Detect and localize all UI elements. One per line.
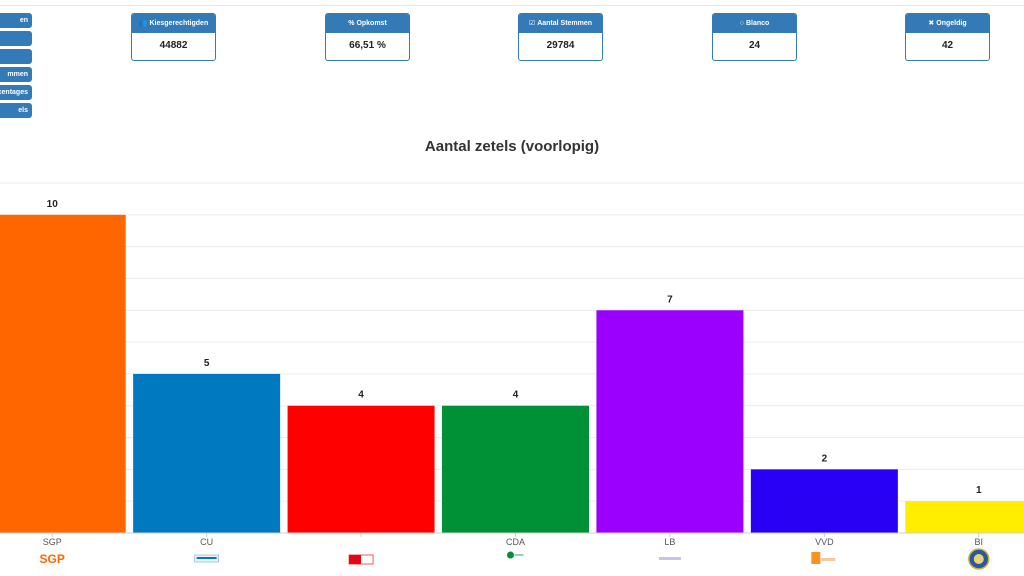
stat-value: 66,51 % xyxy=(349,40,386,51)
data-label: 10 xyxy=(47,199,59,210)
lb-logo xyxy=(658,557,681,560)
vvd-logo-bar xyxy=(821,558,836,561)
percent-icon: % xyxy=(348,20,355,27)
chart-title: Aantal zetels (voorlopig) xyxy=(424,138,600,155)
data-label: 2 xyxy=(822,453,828,464)
data-label: 1 xyxy=(976,485,982,496)
cu-logo xyxy=(194,554,219,563)
data-label: 4 xyxy=(513,390,519,401)
cda-logo-bar xyxy=(514,554,524,556)
vvd-logo-block xyxy=(811,552,821,564)
users-icon: 👥 xyxy=(138,20,148,27)
red-party-logo xyxy=(348,554,374,565)
x-tick-label: SGP xyxy=(43,537,62,547)
data-labels: 10 5 4 4 7 2 1 xyxy=(47,199,982,496)
bar xyxy=(596,310,744,533)
bi-logo xyxy=(968,548,990,570)
stat-panel-blanco: ○ Blanco 24 xyxy=(712,13,797,61)
stat-label: Kiesgerechtigden xyxy=(149,20,209,27)
data-label: 4 xyxy=(358,390,364,401)
bars xyxy=(0,214,1024,533)
side-menu-item-6[interactable]: els xyxy=(0,103,32,118)
x-axis: SGP CU CDA LB VVD BI xyxy=(0,532,1024,547)
stat-label: Blanco xyxy=(745,20,770,27)
stat-label: Opkomst xyxy=(356,20,387,27)
stat-panel-kiesgerechtigden: 👥 Kiesgerechtigden 44882 xyxy=(131,13,216,61)
sgp-logo-text: SGP xyxy=(40,552,65,566)
red-logo-block xyxy=(349,555,362,564)
x-tick-label: CDA xyxy=(506,537,525,547)
x-tick-label: LB xyxy=(664,537,675,547)
stat-header: ✖ Ongeldig xyxy=(906,14,989,33)
bi-logo-center xyxy=(973,554,984,564)
stat-header: ○ Blanco xyxy=(713,14,796,33)
stat-panel-aantal-stemmen: ☑ Aantal Stemmen 29784 xyxy=(518,13,603,61)
side-menu-item-3[interactable] xyxy=(0,49,32,64)
lb-logo-shape xyxy=(658,557,681,560)
stat-header: 👥 Kiesgerechtigden xyxy=(132,14,215,33)
circle-icon: ○ xyxy=(739,20,744,27)
sgp-logo: SGP xyxy=(40,552,65,566)
x-tick-label: VVD xyxy=(815,537,834,547)
side-menu-item-4[interactable]: mmen xyxy=(0,67,32,82)
data-label: 5 xyxy=(204,358,210,369)
stat-value: 29784 xyxy=(546,40,575,51)
side-menu: en mmen centages els xyxy=(0,13,32,121)
stat-header: ☑ Aantal Stemmen xyxy=(519,14,602,33)
bar xyxy=(287,405,435,533)
close-icon: ✖ xyxy=(928,20,935,27)
stat-panel-opkomst: % Opkomst 66,51 % xyxy=(325,13,410,61)
bar xyxy=(0,214,126,533)
stat-label: Aantal Stemmen xyxy=(537,20,593,27)
stat-value: 24 xyxy=(748,40,761,51)
stat-header: % Opkomst xyxy=(326,14,409,33)
side-menu-item-5[interactable]: centages xyxy=(0,85,32,100)
stat-label: Ongeldig xyxy=(936,20,967,27)
side-menu-item-2[interactable] xyxy=(0,31,32,46)
bar xyxy=(442,405,589,533)
data-label: 7 xyxy=(667,294,673,305)
top-divider xyxy=(0,5,1024,6)
x-tick-label: BI xyxy=(975,537,984,547)
stat-panel-ongeldig: ✖ Ongeldig 42 xyxy=(905,13,990,61)
bar xyxy=(133,373,281,533)
side-menu-item-1[interactable]: en xyxy=(0,13,32,28)
bar xyxy=(905,501,1024,533)
cda-logo xyxy=(507,551,524,559)
party-logos: SGP xyxy=(40,548,990,570)
cu-logo-stripe xyxy=(196,557,217,559)
bar xyxy=(750,469,898,533)
stat-value: 44882 xyxy=(159,40,188,51)
cda-logo-circle xyxy=(507,551,514,559)
check-square-icon: ☑ xyxy=(528,20,536,27)
x-tick-label: CU xyxy=(200,537,213,547)
stat-value: 42 xyxy=(941,40,954,51)
vvd-logo xyxy=(811,552,836,564)
